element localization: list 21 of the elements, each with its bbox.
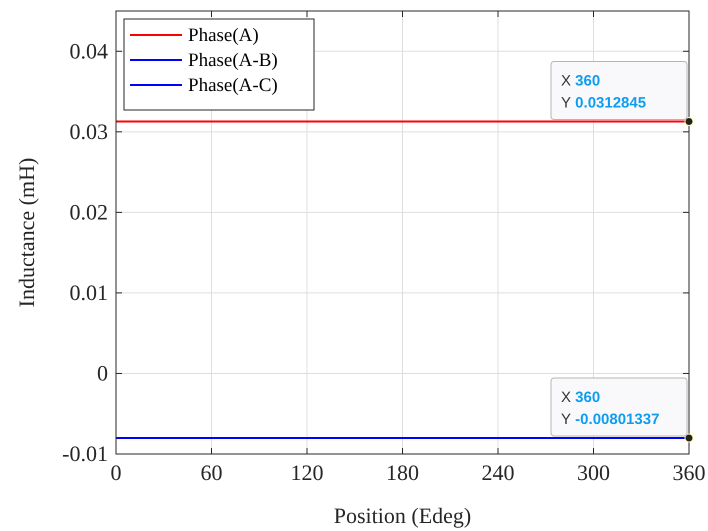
x-tick-label: 300	[577, 460, 610, 485]
y-tick-label: 0.01	[70, 280, 108, 305]
datatip: X 360 Y 0.0312845	[550, 60, 688, 120]
y-tick-label: 0.04	[70, 38, 108, 64]
annotation: X 360 Y 0.0312845	[561, 72, 646, 112]
y-tick-label: 0	[97, 360, 108, 386]
x-tick-label: 360	[672, 460, 706, 485]
y-axis-title: Inductance (mH)	[14, 158, 39, 308]
datatip: X 360 Y -0.00801337	[550, 378, 688, 436]
y-tick-label: 0.03	[70, 118, 108, 144]
x-tick-label: 120	[290, 460, 324, 485]
legend-label: Phase(A-C)	[188, 75, 278, 96]
y-tick-label: 0.02	[70, 199, 108, 224]
y-tick-label: -0.01	[62, 441, 108, 466]
legend-label: Phase(A-B)	[188, 50, 278, 71]
x-tick-label: 60	[200, 460, 222, 485]
annotation: X 360 Y -0.00801337	[561, 389, 660, 428]
x-axis-title: Position (Edeg)	[334, 503, 472, 528]
legend-label: Phase(A)	[188, 25, 259, 46]
x-tick-label: 180	[386, 460, 419, 485]
x-tick-label: 240	[482, 460, 514, 485]
